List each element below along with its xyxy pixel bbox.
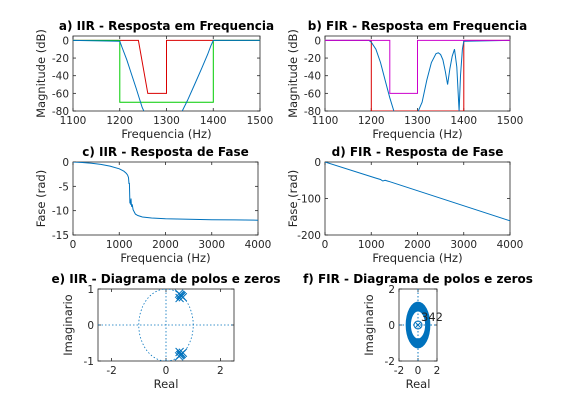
x-axis-label: Real [154, 377, 179, 391]
x-tick-label: 1400 [450, 115, 477, 127]
x-tick-label: 4000 [497, 239, 524, 251]
chart-title: f) FIR - Diagrama de polos e zeros [303, 272, 533, 286]
plot-area-d [325, 162, 510, 222]
x-tick-label: 1500 [247, 115, 274, 127]
x-axis-label: Real [406, 377, 431, 391]
pole-marker [175, 347, 184, 357]
chart-title: d) FIR - Resposta de Fase [332, 145, 504, 159]
chart-title: b) FIR - Resposta em Frequencia [308, 19, 527, 33]
pole-marker [175, 293, 184, 303]
y-tick-label: 0 [314, 157, 321, 169]
x-tick-label: 1100 [312, 115, 339, 127]
y-axis-label: Magnitude (dB) [34, 29, 48, 118]
y-tick-label: -10 [52, 206, 69, 218]
plot-area-a [73, 39, 260, 111]
y-tick-label: -100 [297, 194, 321, 206]
x-tick-label: 0 [322, 239, 329, 251]
plot-area-b [325, 39, 510, 111]
axes-box-c [72, 161, 259, 236]
y-axis-label: Imaginario [362, 294, 376, 355]
y-tick-label: 0 [62, 35, 69, 47]
y-tick-label: -15 [52, 230, 69, 242]
panel-e: -2 0 2 1 0 -1 e) IIR - Diagrama de polos e zer… [51, 272, 280, 391]
x-tick-label: 1000 [358, 239, 385, 251]
y-tick-label: -200 [297, 230, 321, 242]
x-tick-label: 2 [434, 365, 441, 377]
x-tick-label: 2000 [404, 239, 431, 251]
y-tick-label: 0 [388, 320, 395, 332]
series-line-blue [181, 39, 260, 111]
y-tick-label: -5 [59, 181, 69, 193]
y-tick-label: -2 [385, 356, 395, 368]
y-axis-label: Fase (rad) [34, 170, 48, 227]
x-axis-label: Frequencia (Hz) [372, 127, 462, 141]
y-axis-label: Imaginario [61, 294, 75, 355]
plot-area-c [73, 162, 258, 221]
x-tick-label: 0 [415, 365, 422, 377]
y-tick-label: -80 [52, 106, 69, 118]
series-line-blue [73, 39, 145, 111]
y-tick-label: -60 [52, 88, 69, 100]
axes-box-d [324, 161, 511, 236]
x-tick-label: 4000 [245, 239, 272, 251]
y-tick-label: 2 [388, 284, 395, 296]
x-tick-label: 2000 [152, 239, 179, 251]
x-axis-label: Frequencia (Hz) [120, 251, 210, 265]
panel-a: 1100 1200 1300 1400 1500 0 -20 -40 -60 -80 a) IIR … [34, 19, 274, 141]
x-tick-label: 1500 [497, 115, 524, 127]
x-tick-label: 2 [217, 365, 224, 377]
panel-b: 1100 1200 1300 1400 1500 0 -20 -40 -60 -80 b) FIR … [286, 19, 527, 141]
chart-title: e) IIR - Diagrama de polos e zeros [51, 272, 280, 286]
panel-f: -2 0 220-2f) FIR - Diagrama de polos e zer… [303, 272, 533, 391]
x-tick-label: 1300 [404, 115, 431, 127]
y-axis-label: Magnitude (dB) [286, 29, 300, 118]
x-tick-label: 1200 [106, 115, 133, 127]
chart-title: c) IIR - Resposta de Fase [82, 145, 249, 159]
y-tick-label: 0 [314, 35, 321, 47]
x-tick-label: -2 [394, 365, 404, 377]
series-line-blue [73, 162, 258, 221]
y-tick-label: -40 [52, 71, 69, 83]
pole-marker [178, 348, 188, 358]
series-line-red [73, 39, 260, 94]
x-tick-label: 0 [70, 239, 77, 251]
series-line-blue [325, 162, 510, 222]
x-tick-label: 0 [163, 365, 170, 377]
series-line-blue [325, 39, 510, 111]
y-tick-label: 0 [87, 320, 94, 332]
y-tick-label: -20 [52, 53, 69, 65]
x-tick-label: -2 [106, 365, 116, 377]
x-axis-label: Frequencia (Hz) [121, 127, 211, 141]
zeros-ring [405, 301, 431, 349]
multiplicity-annotation: 342 [421, 310, 443, 324]
x-axis-label: Frequencia (Hz) [372, 251, 462, 265]
pole-marker [178, 292, 188, 302]
panel-c: 0 1000 2000 3000 4000 0 -5 -10 -15 c) IIR - Respo… [34, 145, 271, 265]
x-tick-label: 1000 [106, 239, 133, 251]
y-tick-label: 1 [87, 284, 94, 296]
plot-area-e [98, 289, 234, 361]
chart-title: a) IIR - Resposta em Frequencia [59, 19, 274, 33]
x-tick-label: 1300 [153, 115, 180, 127]
y-tick-label: -20 [304, 53, 321, 65]
x-tick-label: 3000 [450, 239, 477, 251]
series-line-magenta [325, 39, 510, 94]
y-tick-label: -80 [304, 106, 321, 118]
y-axis-label: Fase (rad) [286, 170, 300, 227]
y-tick-label: -1 [84, 356, 94, 368]
x-tick-label: 1400 [200, 115, 227, 127]
x-tick-label: 3000 [198, 239, 225, 251]
y-tick-label: -60 [304, 88, 321, 100]
y-tick-label: -40 [304, 71, 321, 83]
panel-d: 0 1000 2000 3000 4000 0 -100 -200 d) FIR - Respo… [286, 145, 523, 265]
y-tick-label: 0 [62, 157, 69, 169]
x-tick-label: 1100 [60, 115, 87, 127]
x-tick-label: 1200 [358, 115, 385, 127]
